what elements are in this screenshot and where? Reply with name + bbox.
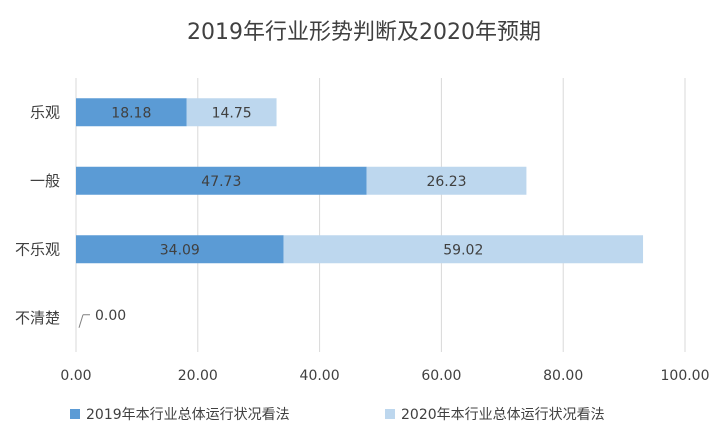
legend-swatch-2020 <box>385 409 395 419</box>
bar <box>283 235 644 264</box>
bar <box>76 166 367 195</box>
x-tick-label: 60.00 <box>421 368 461 384</box>
legend-label-2019: 2019年本行业总体运行状况看法 <box>86 407 290 423</box>
legend-swatch-2019 <box>70 409 80 419</box>
y-tick-label: 不乐观 <box>15 240 60 258</box>
y-tick-label: 不清楚 <box>15 309 60 327</box>
data-label: 47.73 <box>201 174 241 190</box>
bar <box>186 98 277 127</box>
y-tick-label: 一般 <box>30 172 60 190</box>
x-tick-label: 80.00 <box>543 368 583 384</box>
data-label: 14.75 <box>212 105 252 121</box>
data-label: 18.18 <box>111 105 151 121</box>
leader-line <box>78 314 84 328</box>
data-label: 26.23 <box>426 174 466 190</box>
bar <box>76 98 187 127</box>
bar <box>366 166 527 195</box>
legend-label-2020: 2020年本行业总体运行状况看法 <box>401 407 605 423</box>
x-tick-label: 20.00 <box>178 368 218 384</box>
data-label: 59.02 <box>443 242 483 258</box>
bar <box>76 235 284 264</box>
chart-title: 2019年行业形势判断及2020年预期 <box>187 20 541 45</box>
legend-item-2020: 2020年本行业总体运行状况看法 <box>385 404 605 424</box>
legend-item-2019: 2019年本行业总体运行状况看法 <box>70 404 290 424</box>
data-label: 34.09 <box>160 242 200 258</box>
x-tick-label: 100.00 <box>661 368 710 384</box>
x-tick-label: 40.00 <box>300 368 340 384</box>
data-label: 0.00 <box>95 308 126 324</box>
x-tick-label: 0.00 <box>60 368 91 384</box>
y-tick-label: 乐观 <box>30 103 60 121</box>
